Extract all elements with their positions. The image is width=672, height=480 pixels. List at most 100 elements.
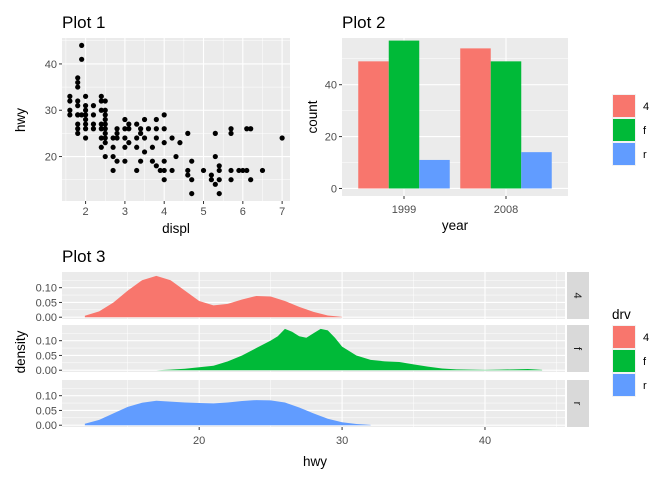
plot2-bars bbox=[358, 40, 552, 189]
plot2-title: Plot 2 bbox=[342, 13, 385, 32]
plot1-y-tick-label: 20 bbox=[45, 152, 57, 164]
plot1-point bbox=[90, 112, 97, 118]
plot1-point bbox=[228, 130, 234, 136]
plot1-point bbox=[102, 107, 108, 113]
plot2-bar-4-2008 bbox=[460, 48, 491, 189]
plot1-point bbox=[79, 56, 85, 62]
plot3-density-f bbox=[156, 328, 543, 371]
plot1-panel bbox=[62, 38, 290, 201]
plot3-y-tick-label: 0.00 bbox=[36, 365, 57, 377]
plot2-y-label: count bbox=[305, 100, 320, 133]
plot1-point bbox=[169, 135, 175, 141]
plot1-point bbox=[98, 98, 104, 104]
plot3-x-tick-label: 20 bbox=[193, 435, 205, 447]
plot1-point bbox=[102, 126, 108, 132]
plot1-point bbox=[138, 126, 144, 132]
plot3-strip-label-4: 4 bbox=[571, 292, 583, 298]
plot1-point bbox=[173, 153, 179, 160]
plot1-point bbox=[153, 116, 159, 123]
plot1-point bbox=[82, 103, 89, 109]
plot1-point bbox=[189, 158, 195, 164]
plot3-x-label: hwy bbox=[303, 454, 327, 469]
plot1-point bbox=[82, 116, 89, 123]
legend-key-4 bbox=[613, 95, 635, 117]
plot1-point bbox=[169, 167, 175, 174]
plot1-point bbox=[212, 130, 218, 136]
plot1-x-tick-label: 2 bbox=[83, 206, 89, 218]
plot1-point bbox=[153, 126, 159, 132]
plot1-point bbox=[114, 126, 120, 132]
plot1-point bbox=[98, 135, 104, 141]
plot1-point bbox=[216, 167, 222, 174]
plot1-point bbox=[248, 126, 254, 132]
plot1-point bbox=[216, 163, 222, 169]
plot1-point bbox=[228, 177, 234, 183]
plot1-point bbox=[82, 126, 89, 132]
legend-label-f: f bbox=[643, 356, 647, 368]
plot1-point bbox=[75, 98, 81, 104]
plot1-point bbox=[145, 126, 152, 132]
plot1-point bbox=[200, 167, 207, 174]
plot1-point bbox=[102, 135, 108, 141]
plot1-point bbox=[212, 153, 218, 160]
plot3-strip-4 bbox=[567, 272, 589, 319]
plot3-title: Plot 3 bbox=[62, 247, 105, 266]
plot1-point bbox=[149, 158, 156, 164]
plot1-point bbox=[79, 112, 85, 118]
plot1-point bbox=[75, 75, 81, 81]
plot1-x-label: displ bbox=[162, 221, 190, 236]
plot3-y-tick-label: 0.00 bbox=[36, 420, 57, 432]
plot3-facets: 0.00 0.05 0.10 4 0.00 0.05 0.10 f 0.00 0.05 0.10 r bbox=[36, 272, 589, 432]
plot3-y-tick-label: 0.10 bbox=[36, 283, 57, 295]
plot2-bar-f-2008 bbox=[490, 61, 522, 189]
plot1-point bbox=[153, 135, 159, 141]
plot1-point bbox=[122, 135, 128, 141]
plot1-point bbox=[75, 79, 81, 86]
plot3-x-ticks: 20 30 40 bbox=[193, 427, 491, 447]
plot1-point bbox=[122, 144, 128, 150]
plot1-point bbox=[161, 112, 167, 118]
plot3-strip-label-f: f bbox=[571, 347, 583, 351]
plot1-point bbox=[141, 135, 148, 141]
plot1-point bbox=[75, 84, 81, 90]
plot1-x-tick-label: 3 bbox=[122, 206, 128, 218]
plot1-point bbox=[75, 112, 81, 118]
plot1-point bbox=[114, 158, 120, 164]
plot3-strip-label-r: r bbox=[571, 402, 583, 406]
plot1-point bbox=[98, 93, 104, 99]
plot1-point bbox=[138, 130, 144, 136]
plot1-point bbox=[212, 181, 218, 187]
plot1-y-tick-label: 30 bbox=[45, 105, 57, 117]
plot1-point bbox=[98, 144, 104, 150]
plot1-point bbox=[75, 121, 81, 127]
plot1-point bbox=[134, 167, 140, 174]
plot3-strip-f bbox=[567, 325, 589, 372]
plot1-point bbox=[216, 177, 222, 183]
legend-key-f bbox=[613, 350, 635, 372]
plot1-point bbox=[161, 158, 167, 164]
plot1-point bbox=[161, 167, 167, 174]
plot1-point bbox=[248, 177, 254, 183]
plot1-point bbox=[126, 140, 132, 146]
plot1-point bbox=[114, 135, 120, 141]
plot1-point bbox=[138, 158, 144, 164]
plot1-point bbox=[79, 42, 85, 49]
plot1-point bbox=[161, 177, 167, 183]
plot3-y-label: density bbox=[13, 330, 28, 373]
plot1-point bbox=[98, 126, 104, 132]
plot2-y-ticks: 0 20 40 bbox=[325, 80, 342, 195]
plot1-point bbox=[244, 167, 250, 174]
plot3-y-tick-label: 0.00 bbox=[36, 312, 57, 324]
plot1-point bbox=[185, 167, 191, 174]
plot1-point bbox=[177, 140, 183, 146]
plot1-x-tick-label: 4 bbox=[161, 206, 167, 218]
plot1-point bbox=[82, 93, 89, 99]
legend-label-4: 4 bbox=[643, 101, 649, 113]
plot1-point bbox=[208, 172, 214, 178]
plot1-point bbox=[102, 121, 108, 127]
plot3-y-tick-label: 0.10 bbox=[36, 336, 57, 348]
plot1-point bbox=[110, 135, 116, 141]
legend-label-r: r bbox=[643, 149, 647, 161]
plot1-point bbox=[134, 144, 140, 150]
plot3-x-tick-label: 40 bbox=[479, 435, 491, 447]
